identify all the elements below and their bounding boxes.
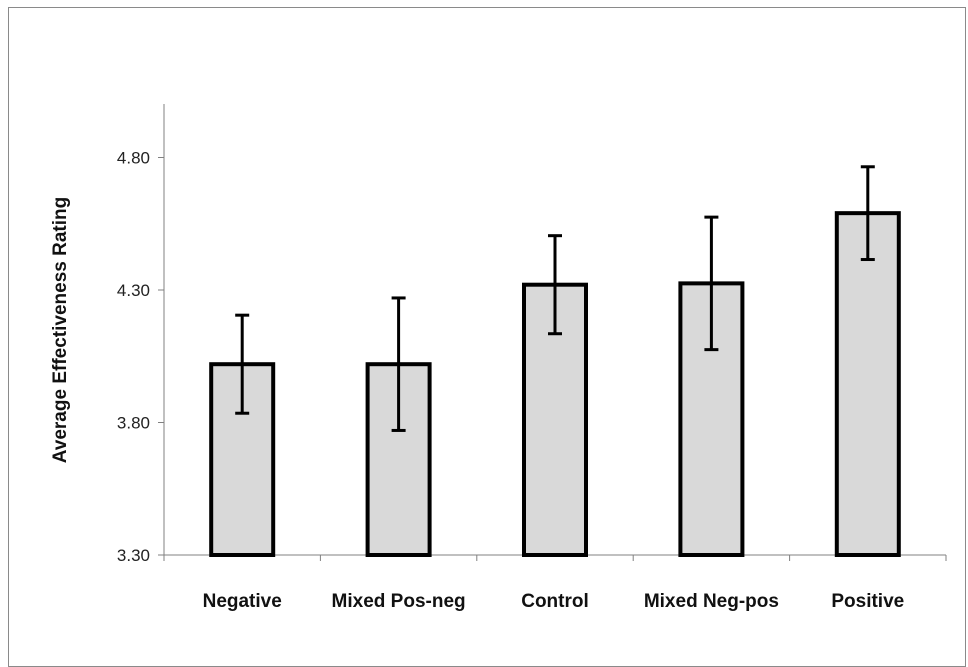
x-tick-label: Positive — [831, 591, 904, 612]
y-axis-title: Average Effectiveness Rating — [50, 197, 71, 463]
y-ticks: 3.30 3.80 4.30 4.80 — [117, 149, 164, 565]
bar — [834, 211, 901, 557]
x-tick-label: Control — [521, 591, 589, 612]
x-tick-label: Mixed Pos-neg — [332, 591, 466, 612]
x-tick-label: Mixed Neg-pos — [644, 591, 779, 612]
y-tick-label: 3.80 — [117, 414, 150, 433]
y-tick-label: 3.30 — [117, 546, 150, 565]
y-tick-label: 4.30 — [117, 281, 150, 300]
x-tick-label: Negative — [203, 591, 282, 612]
bar-chart: 3.30 3.80 4.30 4.80 Negative Mixed Pos-neg Co… — [50, 104, 947, 612]
x-tick-labels: Negative Mixed Pos-neg Control Mixed Neg-po… — [203, 591, 905, 612]
y-tick-label: 4.80 — [117, 149, 150, 168]
error-bars — [235, 165, 875, 432]
